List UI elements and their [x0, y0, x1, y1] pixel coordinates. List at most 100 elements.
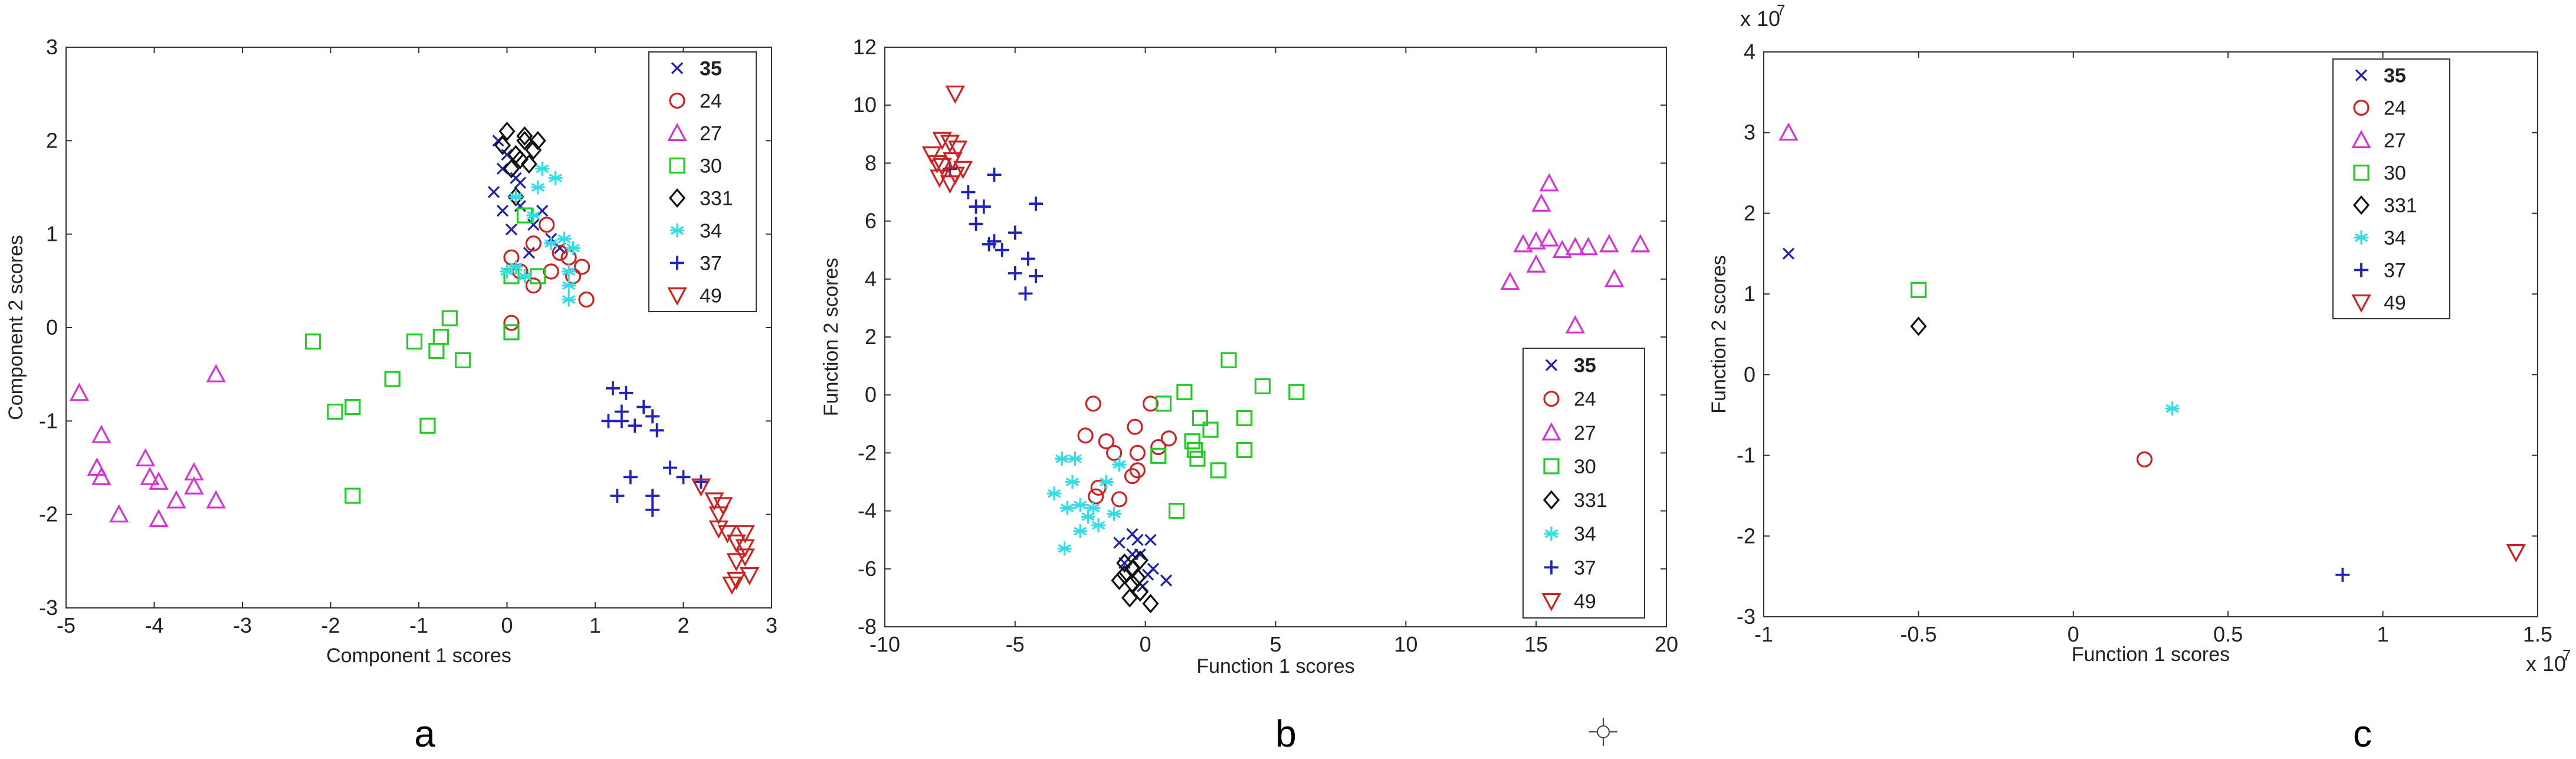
data-point-331 — [1129, 568, 1146, 587]
data-point-37 — [601, 414, 616, 428]
data-point-34 — [1091, 518, 1106, 533]
data-point-35 — [496, 204, 509, 217]
x-tick-label: 1 — [2377, 622, 2389, 646]
y-tick-label: -1 — [39, 408, 58, 433]
series-49 — [2506, 544, 2526, 563]
data-point-30 — [1220, 352, 1237, 368]
data-point-24 — [1142, 395, 1159, 412]
series-37 — [601, 381, 708, 517]
legend-label-37: 37 — [2384, 260, 2406, 282]
y-axis-label: Function 2 scores — [820, 258, 842, 416]
data-point-34 — [508, 189, 523, 204]
data-point-34 — [1060, 500, 1075, 515]
data-point-30 — [1186, 441, 1203, 459]
legend-label-27: 27 — [700, 123, 722, 145]
data-point-30 — [1202, 421, 1219, 438]
legend-label-24: 24 — [2384, 97, 2406, 120]
y-tick-label: 12 — [853, 35, 877, 59]
data-point-49 — [945, 166, 965, 185]
legend-marker-37 — [670, 256, 684, 270]
data-point-49 — [945, 85, 965, 104]
data-point-24 — [543, 263, 559, 280]
data-point-37 — [2335, 567, 2350, 582]
legend-label-37: 37 — [1574, 557, 1596, 579]
data-point-30 — [1236, 441, 1253, 459]
data-point-34 — [557, 231, 572, 246]
legend-label-331: 331 — [700, 188, 733, 210]
data-point-24 — [525, 277, 542, 294]
data-point-30 — [455, 352, 471, 369]
data-point-331 — [520, 154, 537, 174]
data-point-34 — [526, 208, 541, 223]
y-tick-label: 3 — [1744, 120, 1755, 145]
data-point-35 — [1131, 534, 1144, 546]
data-point-30 — [1189, 450, 1206, 467]
y-tick-label: -3 — [39, 596, 58, 620]
data-point-24 — [1124, 468, 1141, 485]
y-tick-label: -6 — [858, 557, 877, 581]
data-point-37 — [645, 502, 660, 517]
legend-box — [648, 51, 757, 312]
legend-marker-24 — [2353, 99, 2370, 116]
data-point-34 — [562, 264, 576, 279]
data-point-24 — [1129, 444, 1146, 462]
data-point-37 — [969, 199, 983, 214]
data-point-24 — [1111, 491, 1128, 508]
data-point-34 — [562, 292, 576, 307]
x-tick-label: 10 — [1394, 632, 1417, 656]
legend-marker-35 — [671, 62, 684, 74]
x-tick-label: -5 — [1006, 632, 1025, 656]
data-point-24 — [573, 259, 590, 275]
data-point-30 — [406, 333, 423, 350]
series-27 — [1500, 173, 1650, 333]
y-multiplier-exponent: 7 — [1777, 1, 1785, 19]
data-point-331 — [494, 135, 511, 155]
legend-marker-37 — [2354, 263, 2368, 277]
data-point-49 — [940, 135, 960, 153]
x-tick-label: -2 — [321, 613, 340, 637]
legend-marker-27 — [1541, 422, 1561, 441]
y-tick-label: 0 — [865, 382, 877, 407]
data-point-30 — [1184, 433, 1200, 450]
legend-label-35: 35 — [1574, 355, 1596, 377]
data-point-49 — [932, 158, 952, 176]
data-point-34 — [1068, 452, 1082, 466]
data-point-37 — [628, 418, 642, 433]
series-37 — [2335, 567, 2350, 582]
data-point-30 — [1176, 384, 1193, 400]
x-tick-label: 1.5 — [2523, 622, 2552, 646]
legend-marker-331 — [668, 188, 686, 208]
data-point-27 — [206, 490, 226, 509]
data-point-331 — [1116, 553, 1133, 573]
data-point-30 — [1169, 502, 1185, 519]
x-tick-label: -4 — [145, 613, 163, 637]
data-point-24 — [1150, 439, 1167, 456]
data-point-34 — [562, 278, 576, 293]
data-point-34 — [1047, 486, 1062, 501]
legend-marker-30 — [2353, 164, 2370, 181]
data-point-34 — [508, 260, 523, 274]
x-axis-label: Function 1 scores — [1196, 655, 1354, 678]
legend-label-30: 30 — [2384, 162, 2406, 185]
x-tick-label: -3 — [233, 613, 252, 637]
y-tick-label: 4 — [1744, 40, 1755, 64]
data-point-331 — [1142, 594, 1159, 614]
legend-marker-35 — [1545, 359, 1558, 371]
legend-marker-34 — [2354, 230, 2368, 245]
data-point-30 — [1210, 462, 1226, 479]
data-point-27 — [1565, 315, 1586, 333]
data-point-37 — [649, 423, 664, 438]
data-point-30 — [1254, 378, 1271, 395]
data-point-35 — [523, 247, 536, 259]
data-point-49 — [735, 548, 755, 567]
data-point-24 — [503, 315, 520, 331]
data-point-49 — [927, 155, 947, 174]
series-30 — [1910, 282, 1927, 298]
legend-marker-49 — [667, 287, 687, 306]
data-point-35 — [505, 223, 518, 235]
data-point-27 — [91, 466, 111, 485]
data-point-30 — [503, 324, 520, 341]
data-point-49 — [722, 576, 742, 595]
x-tick-label: 0 — [1140, 632, 1151, 656]
data-point-35 — [1144, 534, 1157, 546]
